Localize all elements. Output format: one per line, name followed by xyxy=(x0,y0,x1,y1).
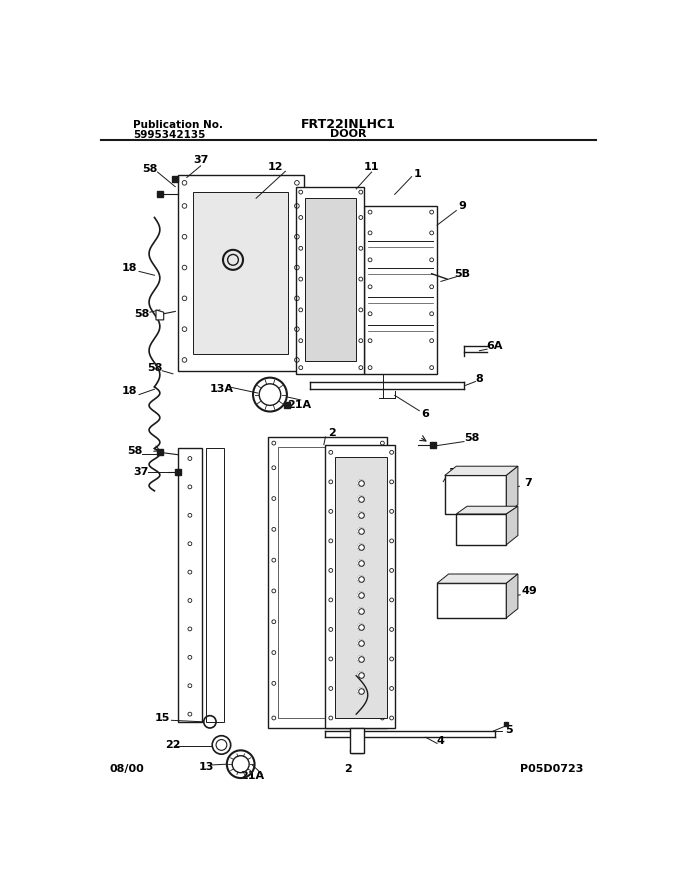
Polygon shape xyxy=(268,437,387,728)
Text: 4: 4 xyxy=(437,736,445,746)
Polygon shape xyxy=(206,448,224,721)
Text: Publication No.: Publication No. xyxy=(133,120,223,130)
Text: 13: 13 xyxy=(199,761,214,772)
Circle shape xyxy=(358,512,364,519)
Circle shape xyxy=(358,624,364,630)
Text: 21A: 21A xyxy=(240,771,265,781)
Circle shape xyxy=(358,656,364,662)
Polygon shape xyxy=(437,583,507,618)
Polygon shape xyxy=(507,574,518,618)
Text: 6: 6 xyxy=(422,409,430,419)
Polygon shape xyxy=(445,467,518,475)
Circle shape xyxy=(358,528,364,534)
Circle shape xyxy=(358,480,364,486)
Text: 22: 22 xyxy=(165,740,181,750)
Text: 18: 18 xyxy=(121,263,137,273)
Circle shape xyxy=(358,656,364,662)
Polygon shape xyxy=(296,187,364,374)
Text: DOOR: DOOR xyxy=(330,129,367,139)
Text: FRT22INLHC1: FRT22INLHC1 xyxy=(301,118,396,131)
Circle shape xyxy=(358,688,364,694)
Circle shape xyxy=(358,688,364,694)
Polygon shape xyxy=(177,176,304,371)
Text: 58: 58 xyxy=(147,363,162,372)
Polygon shape xyxy=(445,475,507,514)
Circle shape xyxy=(358,592,364,598)
Circle shape xyxy=(358,576,364,582)
Text: 7: 7 xyxy=(524,478,532,488)
Text: 6A: 6A xyxy=(487,341,503,351)
Circle shape xyxy=(358,512,364,519)
Polygon shape xyxy=(456,514,507,545)
Circle shape xyxy=(358,672,364,678)
Polygon shape xyxy=(335,457,387,718)
Text: 11: 11 xyxy=(364,162,379,173)
Polygon shape xyxy=(507,506,518,545)
Polygon shape xyxy=(456,506,518,514)
Circle shape xyxy=(358,496,364,502)
Text: P05D0723: P05D0723 xyxy=(520,764,583,774)
Text: 13A: 13A xyxy=(209,385,233,394)
Circle shape xyxy=(358,608,364,614)
Polygon shape xyxy=(364,206,437,374)
Circle shape xyxy=(358,544,364,550)
Circle shape xyxy=(358,480,364,486)
Text: 5: 5 xyxy=(347,744,356,754)
Circle shape xyxy=(358,672,364,678)
Text: 58: 58 xyxy=(128,445,143,456)
Circle shape xyxy=(358,560,364,566)
Text: 2: 2 xyxy=(345,764,352,774)
Polygon shape xyxy=(305,198,356,362)
Circle shape xyxy=(358,640,364,647)
Polygon shape xyxy=(277,447,378,718)
Text: 8: 8 xyxy=(475,374,483,385)
Circle shape xyxy=(358,624,364,630)
Text: 49: 49 xyxy=(522,586,537,596)
Text: 08/00: 08/00 xyxy=(109,764,145,774)
Text: 5B: 5B xyxy=(454,269,471,279)
Text: 58: 58 xyxy=(135,309,150,318)
Text: 21A: 21A xyxy=(287,400,311,409)
Circle shape xyxy=(358,592,364,598)
Circle shape xyxy=(358,544,364,550)
Text: 37: 37 xyxy=(193,154,208,165)
Polygon shape xyxy=(177,448,202,721)
Circle shape xyxy=(358,528,364,534)
Text: 37: 37 xyxy=(133,467,148,476)
Text: 15: 15 xyxy=(154,713,170,723)
Circle shape xyxy=(358,496,364,502)
Polygon shape xyxy=(507,467,518,514)
Text: 2: 2 xyxy=(328,428,335,438)
Polygon shape xyxy=(326,445,394,728)
Circle shape xyxy=(358,560,364,566)
Circle shape xyxy=(358,576,364,582)
Text: 9: 9 xyxy=(458,201,466,211)
Text: 5995342135: 5995342135 xyxy=(133,130,205,139)
Text: 5: 5 xyxy=(505,724,513,735)
Polygon shape xyxy=(156,310,164,320)
Text: 1: 1 xyxy=(414,168,422,178)
Polygon shape xyxy=(437,574,518,583)
Text: 3: 3 xyxy=(449,468,456,478)
Text: 58: 58 xyxy=(464,433,479,444)
Circle shape xyxy=(358,640,364,647)
Text: 58: 58 xyxy=(142,164,158,174)
Circle shape xyxy=(358,608,364,614)
Text: 12: 12 xyxy=(268,162,283,173)
Polygon shape xyxy=(350,728,364,752)
Polygon shape xyxy=(193,192,288,354)
Text: 18: 18 xyxy=(121,385,137,396)
